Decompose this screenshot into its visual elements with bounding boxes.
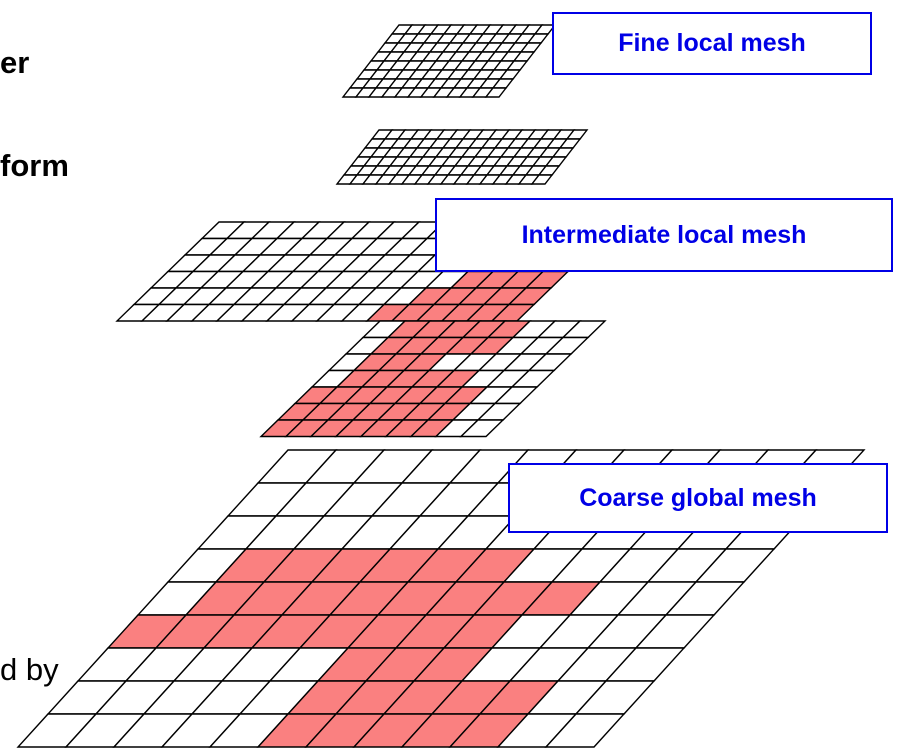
fine-local-mesh-label: Fine local mesh [552, 12, 872, 75]
mesh-cell [459, 419, 505, 438]
mesh-cell [530, 174, 554, 185]
fine-local-mesh [335, 24, 589, 185]
side-text-line-1: er [0, 45, 30, 80]
side-text-line-3: d by [0, 652, 59, 687]
side-text-line-2: form [0, 148, 69, 183]
mesh-cell [544, 713, 626, 748]
coarse-global-mesh-label: Coarse global mesh [508, 463, 888, 533]
mesh-cell [484, 87, 508, 98]
intermediate-local-mesh-label: Intermediate local mesh [435, 198, 893, 272]
